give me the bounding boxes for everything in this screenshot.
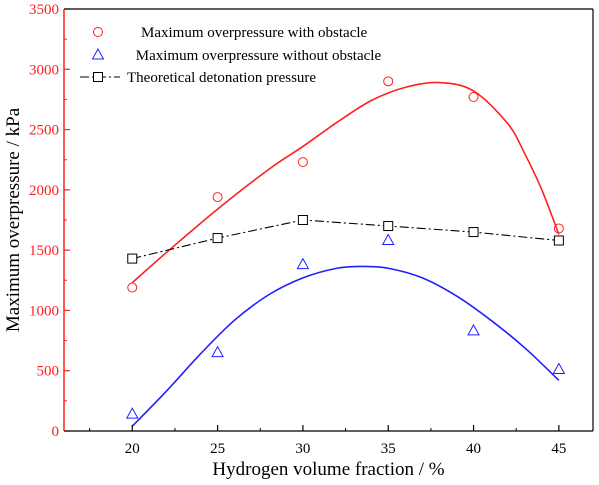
data-point-triangle <box>211 345 224 358</box>
y-tick-label: 1000 <box>29 303 59 319</box>
y-axis-title: Maximum overpressure / kPa <box>3 107 24 332</box>
legend-marker-square <box>93 72 103 82</box>
legend-label: Maximum overpressure with obstacle <box>141 25 368 41</box>
x-axis-title: Hydrogen volume fraction / % <box>212 459 444 480</box>
y-tick-label: 3500 <box>29 2 59 18</box>
data-point-square <box>127 253 138 264</box>
data-point-square <box>297 215 308 225</box>
legend: Maximum overpressure with obstacle Maxim… <box>80 25 381 86</box>
legend-entry: Theoretical detonation pressure <box>80 70 316 86</box>
line-square <box>132 219 559 260</box>
legend-label: Theoretical detonation pressure <box>127 70 316 86</box>
y-tick-label: 500 <box>37 364 60 380</box>
y-tick-label: 1500 <box>29 243 59 259</box>
data-point-circle <box>212 192 223 203</box>
x-tick-label: 25 <box>210 441 225 457</box>
legend-marker-circle <box>93 27 103 37</box>
data-point-circle <box>383 76 394 87</box>
x-tick-label: 40 <box>466 441 481 457</box>
x-tick-label: 35 <box>381 441 396 457</box>
series-square <box>127 215 564 264</box>
axis-ticks: 0 500 1000 1500 2000 2500 3000 3500 20 25 30 35 40 45 <box>29 2 566 457</box>
data-point-triangle <box>381 233 395 245</box>
data-point-circle <box>468 92 479 103</box>
data-point-triangle <box>125 407 139 419</box>
y-tick-label: 3000 <box>29 62 59 78</box>
x-tick-label: 30 <box>295 441 310 457</box>
legend-label: Maximum overpressure without obstacle <box>132 48 381 64</box>
fit-curve-triangle <box>131 265 560 427</box>
plot-frame <box>63 8 594 432</box>
y-tick-label: 2500 <box>29 123 59 139</box>
series-triangle <box>125 233 566 427</box>
y-tick-label: 2000 <box>29 183 59 199</box>
legend-marker-triangle <box>91 47 105 60</box>
data-point-circle <box>127 282 138 293</box>
legend-entry: Maximum overpressure with obstacle <box>93 25 368 41</box>
data-point-square <box>468 227 479 238</box>
data-point-circle <box>297 157 308 168</box>
series-circle <box>127 76 564 293</box>
x-tick-label: 20 <box>125 441 140 457</box>
data-point-circle <box>553 223 564 234</box>
data-point-triangle <box>552 362 566 374</box>
data-point-square <box>212 233 223 244</box>
data-point-square <box>383 221 394 232</box>
y-tick-label: 0 <box>52 424 60 440</box>
x-tick-label: 45 <box>551 441 566 457</box>
plot-area <box>125 76 566 427</box>
legend-entry: Maximum overpressure without obstacle <box>91 47 381 64</box>
data-point-triangle <box>467 323 480 336</box>
fit-curve-circle <box>131 81 560 284</box>
data-point-square <box>553 235 564 246</box>
data-point-triangle <box>296 257 310 270</box>
